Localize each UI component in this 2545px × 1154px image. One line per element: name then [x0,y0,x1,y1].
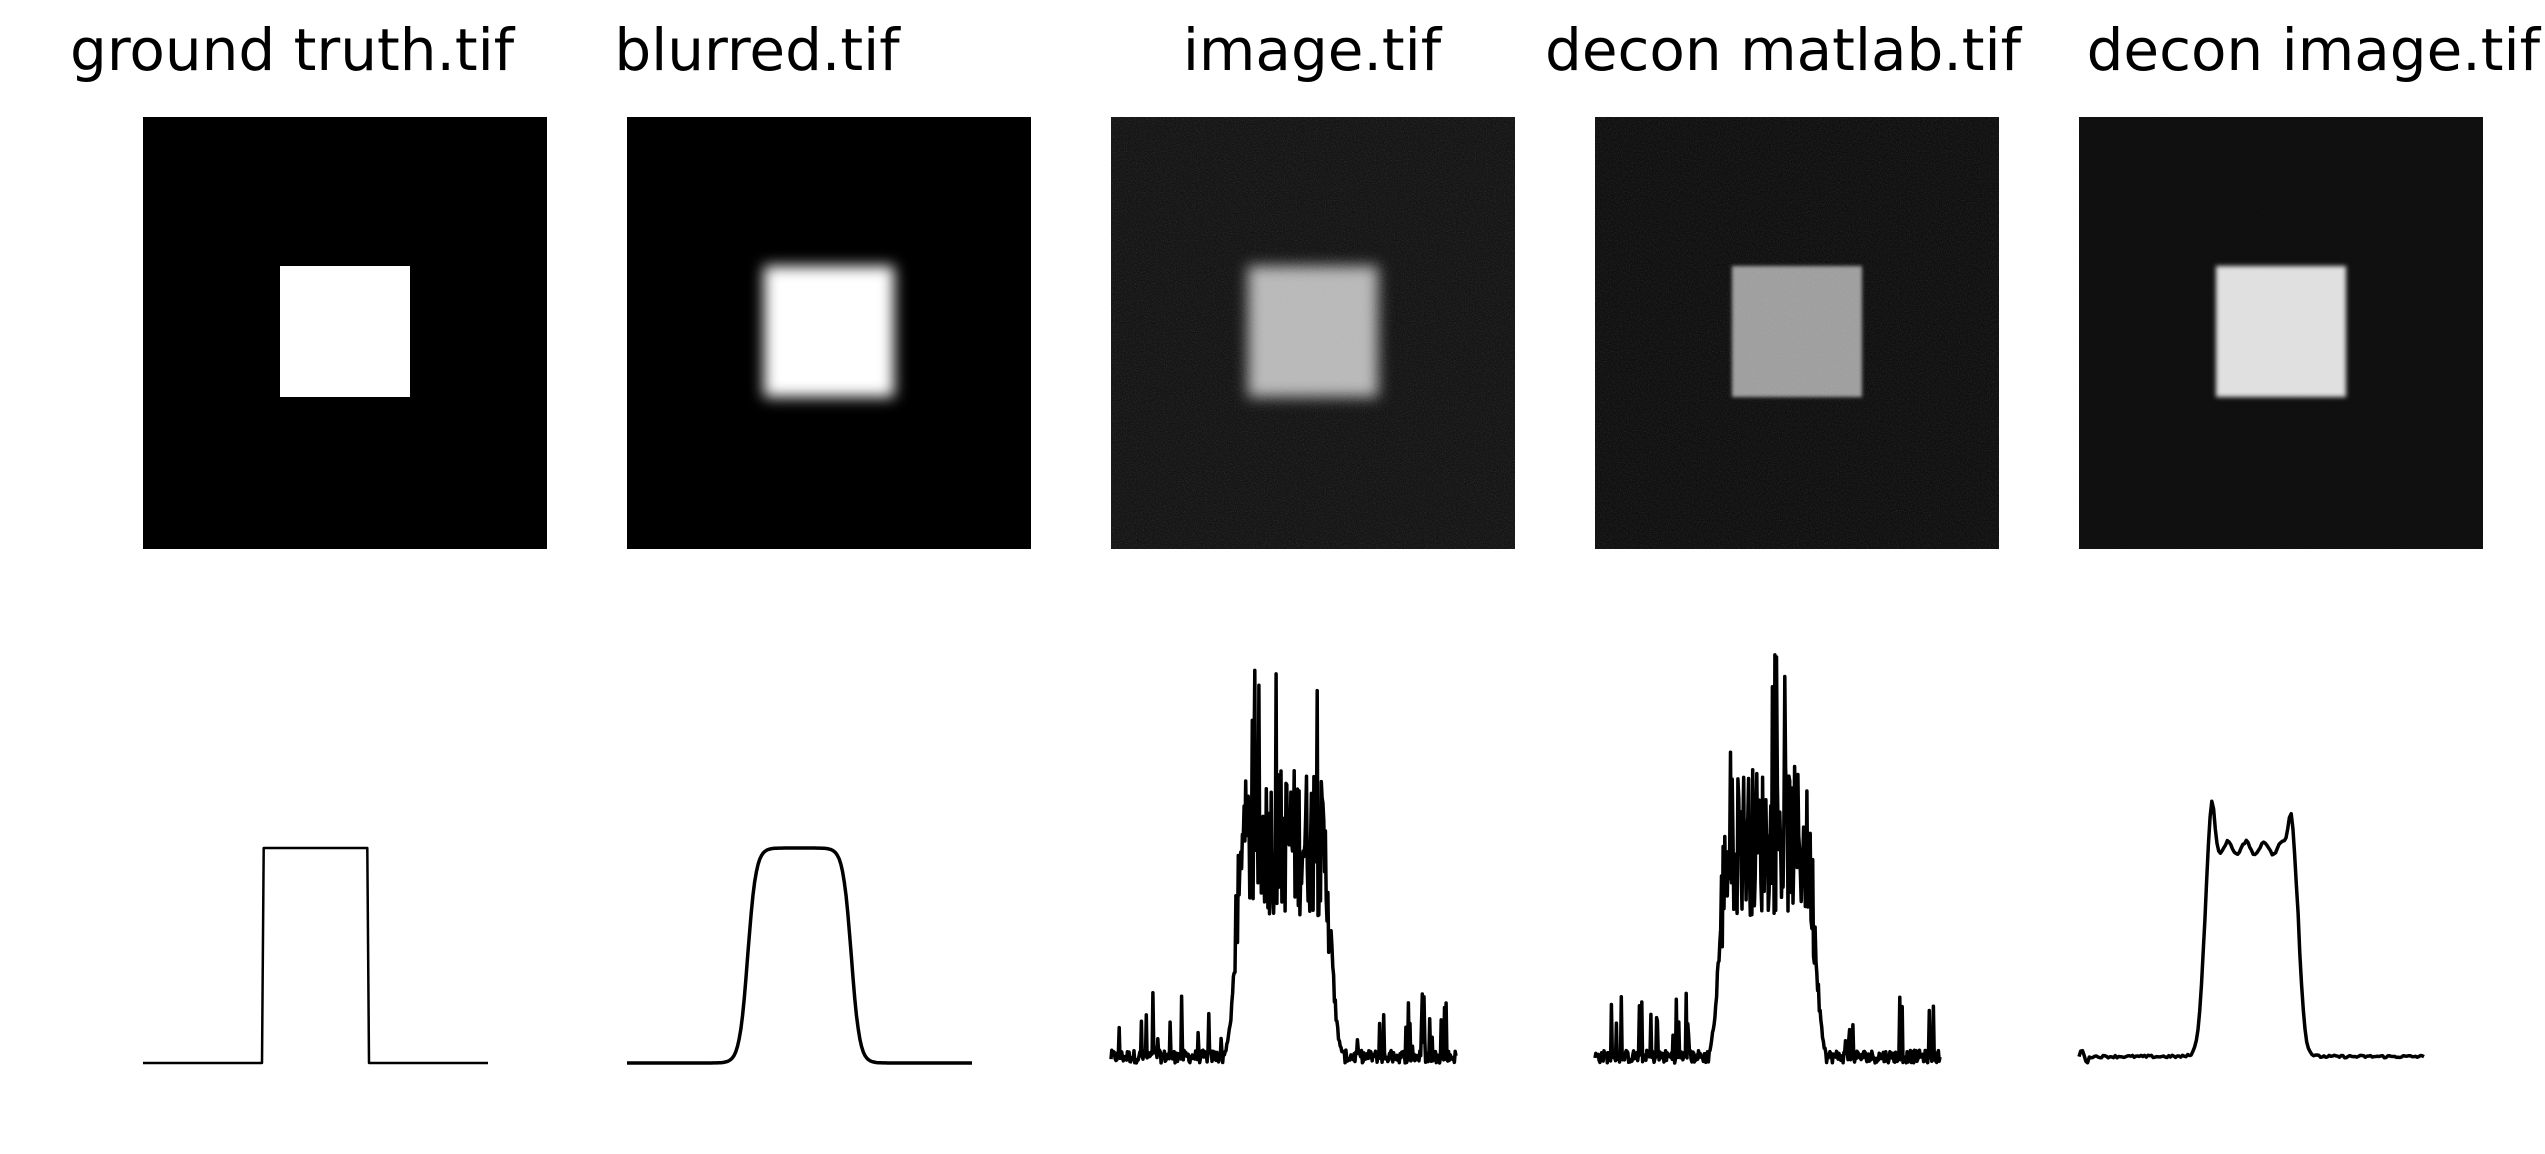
profile-line [1109,668,1458,1065]
title-decon-image: decon image.tif [2086,16,2540,84]
image-blurred [627,117,1031,549]
profile-line [626,846,973,1065]
image-noisy [1111,117,1515,549]
image-noise [2079,117,2483,549]
bright-square [280,266,410,397]
title-image: image.tif [1182,16,1442,84]
title-blurred: blurred.tif [614,16,900,84]
image-decon-matlab [1595,117,1999,549]
profile-decon [2077,799,2425,1065]
profile-noisy [1109,668,1458,1065]
profile-blurred [626,846,973,1065]
profile-ground-truth [143,846,488,1065]
title-ground-truth: ground truth.tif [70,16,515,84]
bright-square [764,266,894,397]
image-noise [1595,117,1999,549]
profile-line [2077,799,2425,1065]
title-decon-matlab: decon matlab.tif [1545,16,2022,84]
image-noise [1111,117,1515,549]
image-decon [2079,117,2483,549]
image-ground-truth [143,117,547,549]
profile-line [143,846,488,1065]
profile-decon-matlab [1593,653,1942,1065]
profile-line [1593,653,1942,1065]
